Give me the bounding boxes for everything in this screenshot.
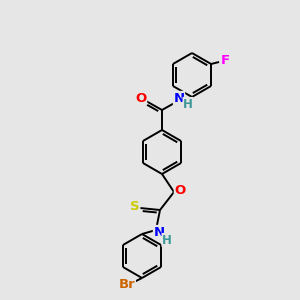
Text: S: S [130,200,140,212]
Text: O: O [174,184,186,196]
Text: H: H [162,233,172,247]
Text: F: F [220,55,230,68]
Text: H: H [183,98,193,110]
Text: N: N [173,92,184,104]
Text: Br: Br [118,278,135,290]
Text: O: O [135,92,147,104]
Text: N: N [153,226,165,238]
